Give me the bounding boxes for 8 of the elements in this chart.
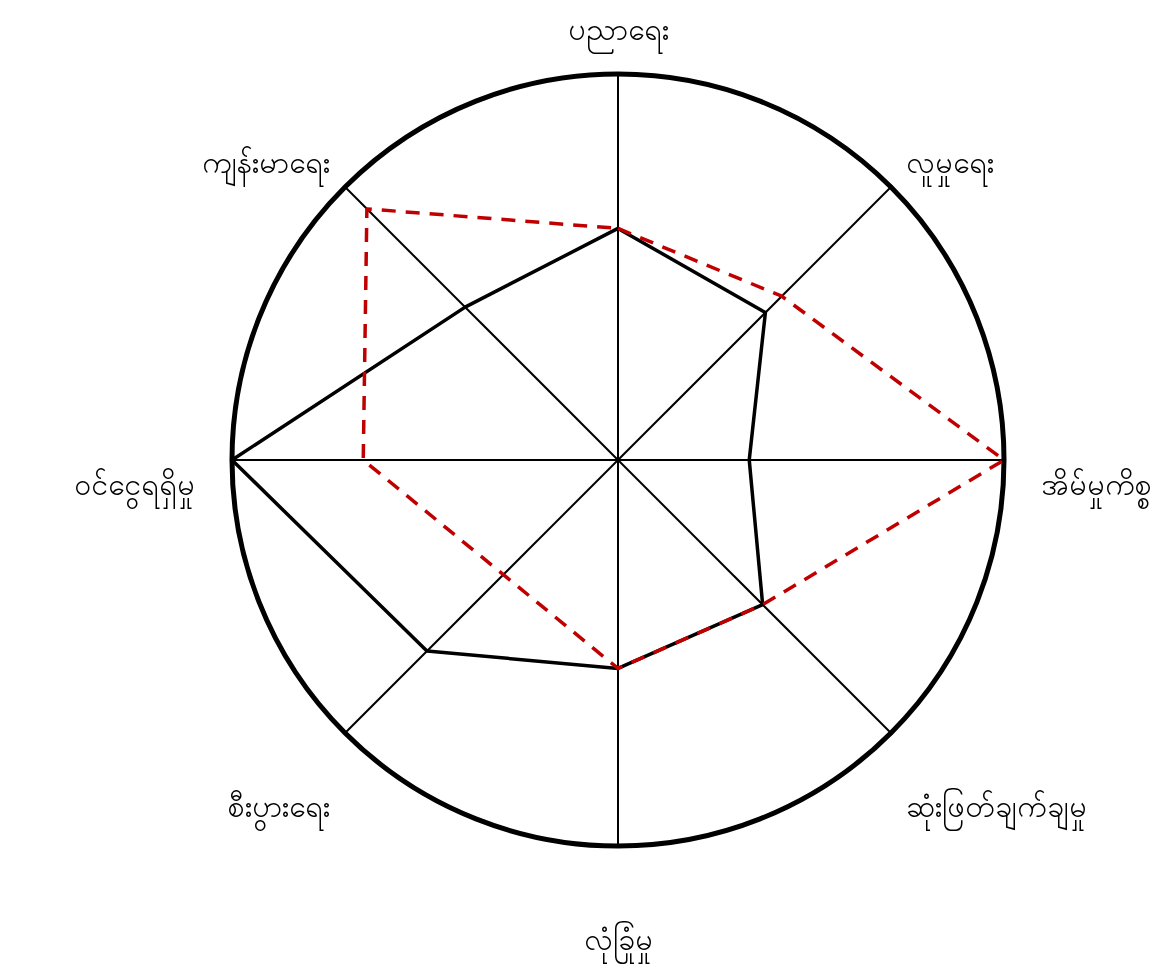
spoke-label: စီးပွားရေး bbox=[228, 788, 331, 831]
spoke-label: လုံခြုံမှု bbox=[583, 921, 653, 964]
spoke-label: အိမ်မှုကိစ္စ bbox=[1041, 467, 1153, 509]
spoke-label: ကျန်းမာရေး bbox=[202, 145, 331, 188]
spoke-label: ဆုံးဖြတ်ချက်ချမှု bbox=[905, 787, 1087, 831]
spoke-label: လူမှုရေး bbox=[905, 145, 994, 188]
spoke-label: ဝင်ငွေရရှိမှု bbox=[73, 467, 195, 509]
spoke-label: ပညာရေး bbox=[567, 12, 669, 54]
